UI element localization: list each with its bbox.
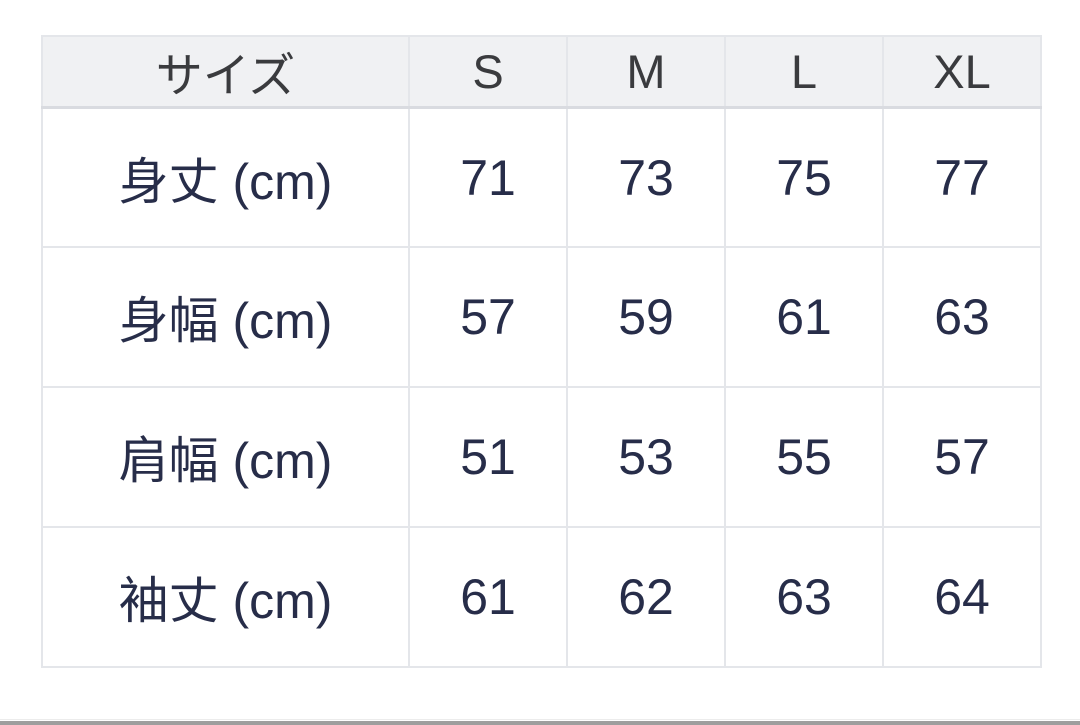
bottom-divider-line [0,719,1080,720]
table-row-shoulder-width: 肩幅 (cm) 51 53 55 57 [41,386,1042,529]
value-cell: 59 [566,246,726,389]
table-row-sleeve-length: 袖丈 (cm) 61 62 63 64 [41,526,1042,668]
header-cell-size-label: サイズ [41,35,410,109]
value-cell: 57 [882,386,1042,529]
row-label-body-length: 身丈 (cm) [41,106,410,249]
bottom-edge-bar [0,721,1080,725]
table-row-body-width: 身幅 (cm) 57 59 61 63 [41,246,1042,389]
table-row-body-length: 身丈 (cm) 71 73 75 77 [41,106,1042,249]
header-cell-s: S [408,35,568,109]
value-cell: 61 [724,246,884,389]
row-label-body-width: 身幅 (cm) [41,246,410,389]
value-cell: 64 [882,526,1042,668]
value-cell: 73 [566,106,726,249]
table-header-row: サイズ S M L XL [41,35,1042,109]
value-cell: 63 [882,246,1042,389]
value-cell: 57 [408,246,568,389]
value-cell: 71 [408,106,568,249]
header-cell-xl: XL [882,35,1042,109]
value-cell: 53 [566,386,726,529]
value-cell: 75 [724,106,884,249]
row-label-shoulder-width: 肩幅 (cm) [41,386,410,529]
row-label-sleeve-length: 袖丈 (cm) [41,526,410,668]
value-cell: 51 [408,386,568,529]
header-cell-l: L [724,35,884,109]
value-cell: 62 [566,526,726,668]
value-cell: 77 [882,106,1042,249]
header-cell-m: M [566,35,726,109]
value-cell: 55 [724,386,884,529]
size-chart: サイズ S M L XL 身丈 (cm) 71 73 75 77 身幅 (cm)… [41,35,1042,668]
size-chart-table: サイズ S M L XL 身丈 (cm) 71 73 75 77 身幅 (cm)… [41,35,1042,668]
value-cell: 63 [724,526,884,668]
value-cell: 61 [408,526,568,668]
